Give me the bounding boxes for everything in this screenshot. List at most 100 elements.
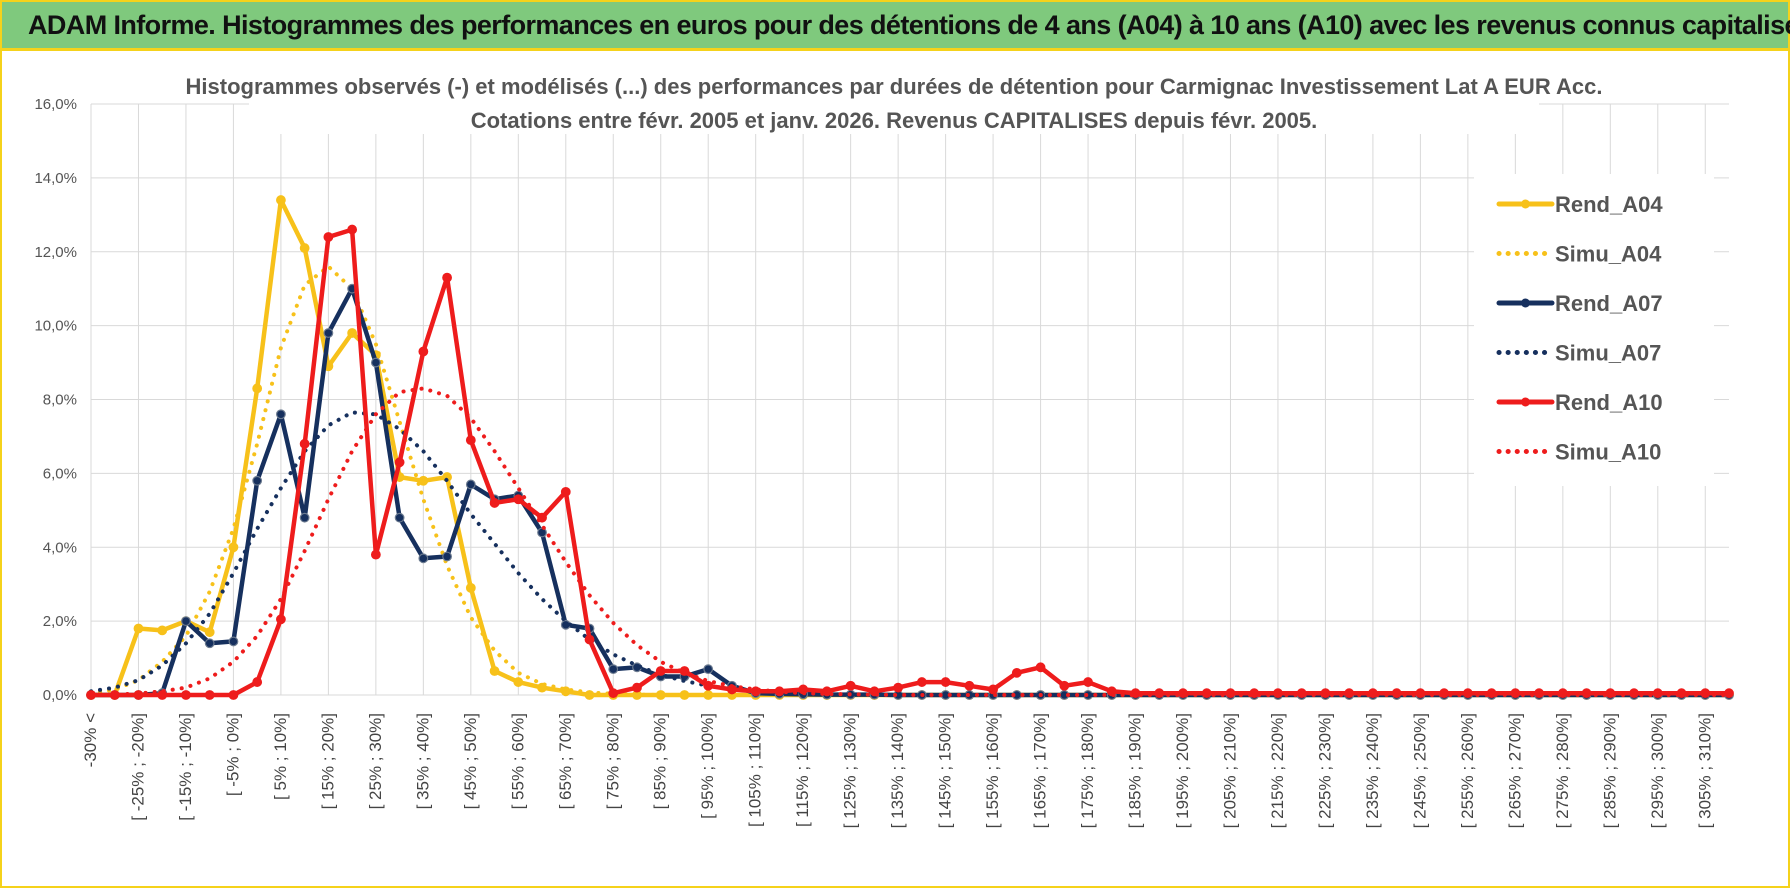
data-point (181, 616, 191, 627)
data-point (228, 690, 239, 700)
title-background (249, 70, 1539, 134)
data-point (703, 664, 714, 675)
x-tick-label: [ 265% ; 270%] (1505, 713, 1524, 828)
x-tick-label: [ 65% ; 70%] (556, 713, 575, 809)
data-point (252, 677, 263, 687)
data-point (133, 623, 144, 634)
y-tick-label: 12,0% (34, 244, 77, 261)
data-point (845, 680, 856, 691)
x-tick-label: [ 145% ; 150%] (936, 713, 955, 828)
x-axis: -30% < [ -25% ; -20%] [ -15% ; -10%] [ -5% … (81, 713, 1714, 828)
data-point (228, 636, 239, 647)
data-point (465, 435, 476, 446)
data-point (608, 664, 619, 675)
x-tick-label: [ 165% ; 170%] (1031, 713, 1050, 828)
x-tick-label: [ 225% ; 230%] (1315, 713, 1334, 828)
x-tick-label: [ 125% ; 130%] (841, 713, 860, 828)
data-point (347, 328, 358, 338)
chart-subtitle: Cotations entre févr. 2005 et janv. 2026… (471, 108, 1318, 133)
data-point (418, 475, 429, 486)
data-point (276, 195, 286, 205)
y-tick-label: 8,0% (43, 392, 77, 409)
data-point (560, 486, 571, 497)
x-tick-label: [ 255% ; 260%] (1458, 713, 1477, 828)
data-point (655, 666, 666, 676)
data-point (418, 553, 429, 564)
x-tick-label: [ 75% ; 80%] (603, 713, 622, 809)
data-point (893, 682, 904, 693)
data-point (442, 551, 452, 562)
x-tick-label: [ 275% ; 280%] (1553, 713, 1572, 828)
data-point (276, 614, 286, 625)
data-point (465, 582, 476, 593)
x-tick-label: [ 295% ; 300%] (1648, 713, 1667, 828)
x-tick-label: [ 95% ; 100%] (698, 713, 717, 819)
x-tick-label: [ 205% ; 210%] (1220, 713, 1239, 828)
x-tick-label: [ 285% ; 290%] (1600, 713, 1619, 828)
x-tick-label: -30% < (81, 713, 100, 767)
y-tick-label: 0,0% (43, 687, 77, 704)
data-point (988, 684, 998, 695)
legend-marker (1521, 397, 1530, 407)
x-tick-label: [ 25% ; 30%] (366, 713, 385, 809)
data-point (489, 666, 500, 676)
x-tick-label: [ 15% ; 20%] (318, 713, 337, 809)
data-point (323, 328, 334, 338)
data-point (252, 475, 263, 486)
y-tick-label: 4,0% (43, 539, 77, 556)
page-title: ADAM Informe. Histogrammes des performan… (28, 10, 1790, 40)
x-tick-label: [ 175% ; 180%] (1078, 713, 1097, 828)
data-point (299, 438, 310, 449)
data-point (1059, 680, 1070, 691)
data-point (276, 409, 286, 420)
y-tick-label: 16,0% (34, 96, 77, 113)
y-tick-label: 6,0% (43, 465, 77, 482)
data-point (394, 457, 405, 468)
data-point (916, 677, 927, 687)
x-tick-label: [ -25% ; -20%] (128, 713, 147, 821)
data-point (608, 688, 619, 699)
data-point (347, 224, 358, 235)
data-point (394, 512, 405, 523)
legend-label: Simu_A07 (1555, 341, 1661, 366)
data-point (204, 690, 215, 700)
data-point (252, 383, 263, 394)
data-point (370, 357, 381, 368)
chart-title: Histogrammes observés (-) et modélisés (… (186, 74, 1603, 99)
data-point (157, 625, 168, 636)
x-tick-label: [ 35% ; 40%] (413, 713, 432, 809)
data-point (181, 690, 191, 700)
x-tick-label: [ 215% ; 220%] (1268, 713, 1287, 828)
series-group (86, 195, 1734, 700)
data-point (442, 272, 452, 283)
legend-label: Rend_A07 (1555, 291, 1663, 316)
data-point (537, 527, 547, 538)
legend-background (1474, 174, 1714, 486)
x-tick-label: [ 245% ; 250%] (1410, 713, 1429, 828)
y-tick-label: 2,0% (43, 613, 77, 630)
data-point (299, 243, 310, 253)
data-point (228, 542, 239, 553)
data-point (822, 686, 832, 697)
x-tick-label: [ 235% ; 240%] (1363, 713, 1382, 828)
data-point (513, 494, 524, 505)
x-tick-label: [ 55% ; 60%] (508, 713, 527, 809)
data-point (418, 346, 429, 357)
x-tick-label: [ 135% ; 140%] (888, 713, 907, 828)
x-tick-label: [ 45% ; 50%] (461, 713, 480, 809)
y-tick-label: 10,0% (34, 318, 77, 335)
legend-marker (1521, 199, 1530, 209)
x-tick-label: [ 305% ; 310%] (1695, 713, 1714, 828)
x-tick-label: [ 155% ; 160%] (983, 713, 1002, 828)
x-tick-label: [ -5% ; 0%] (223, 713, 242, 796)
data-point (1011, 667, 1022, 678)
legend-marker (1521, 298, 1530, 308)
x-tick-label: [ 195% ; 200%] (1173, 713, 1192, 828)
data-point (489, 498, 500, 508)
data-point (584, 634, 595, 645)
data-point (703, 680, 714, 691)
x-tick-label: [ 115% ; 120%] (793, 713, 812, 827)
data-point (964, 680, 975, 691)
